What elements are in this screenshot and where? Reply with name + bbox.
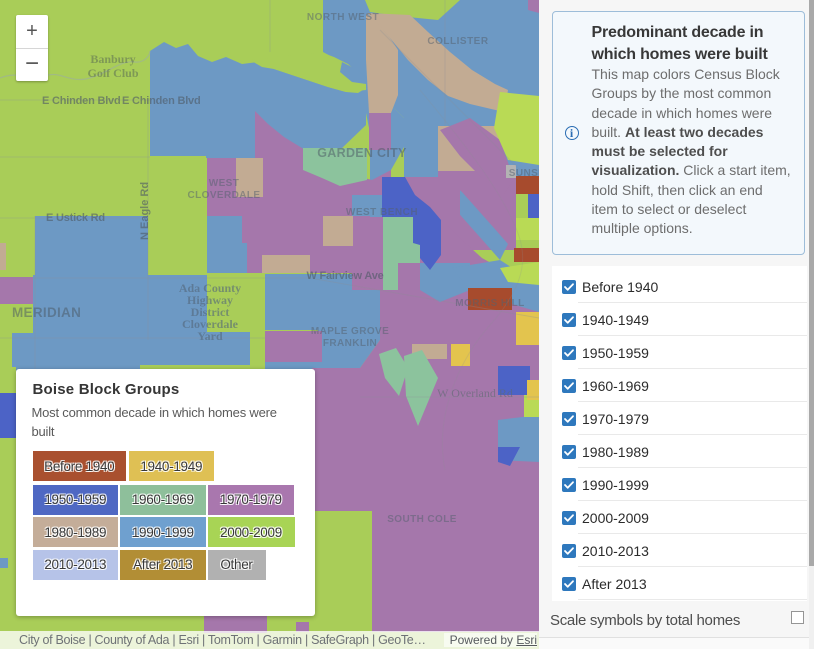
svg-text:COLLISTER: COLLISTER [427, 36, 488, 47]
svg-text:Ada County: Ada County [179, 281, 241, 295]
svg-text:Yard: Yard [197, 329, 223, 343]
svg-text:WEST BENCH: WEST BENCH [346, 207, 418, 218]
svg-text:E Chinden Blvd: E Chinden Blvd [122, 95, 200, 107]
svg-text:Golf Club: Golf Club [87, 66, 138, 80]
svg-text:CLOVERDALE: CLOVERDALE [188, 190, 261, 201]
svg-text:FRANKLIN: FRANKLIN [323, 338, 377, 349]
svg-text:MORRIS HILL: MORRIS HILL [455, 298, 524, 309]
svg-text:GARDEN CITY: GARDEN CITY [317, 146, 407, 160]
svg-text:MAPLE GROVE: MAPLE GROVE [311, 326, 389, 337]
svg-text:W Fairview Ave: W Fairview Ave [306, 270, 383, 282]
svg-text:SOUTH COLE: SOUTH COLE [387, 514, 457, 525]
svg-text:E Chinden Blvd: E Chinden Blvd [42, 95, 120, 107]
svg-text:MERIDIAN: MERIDIAN [12, 305, 81, 320]
svg-text:W Overland Rd: W Overland Rd [437, 386, 513, 400]
svg-text:Highway: Highway [187, 293, 233, 307]
svg-text:District: District [191, 305, 230, 319]
svg-text:Cloverdale: Cloverdale [182, 317, 239, 331]
svg-text:N Eagle Rd: N Eagle Rd [139, 182, 151, 240]
svg-text:WEST: WEST [209, 178, 240, 189]
svg-text:NORTH WEST: NORTH WEST [307, 12, 379, 23]
svg-text:Banbury: Banbury [90, 52, 135, 66]
svg-text:E Ustick Rd: E Ustick Rd [46, 212, 105, 224]
